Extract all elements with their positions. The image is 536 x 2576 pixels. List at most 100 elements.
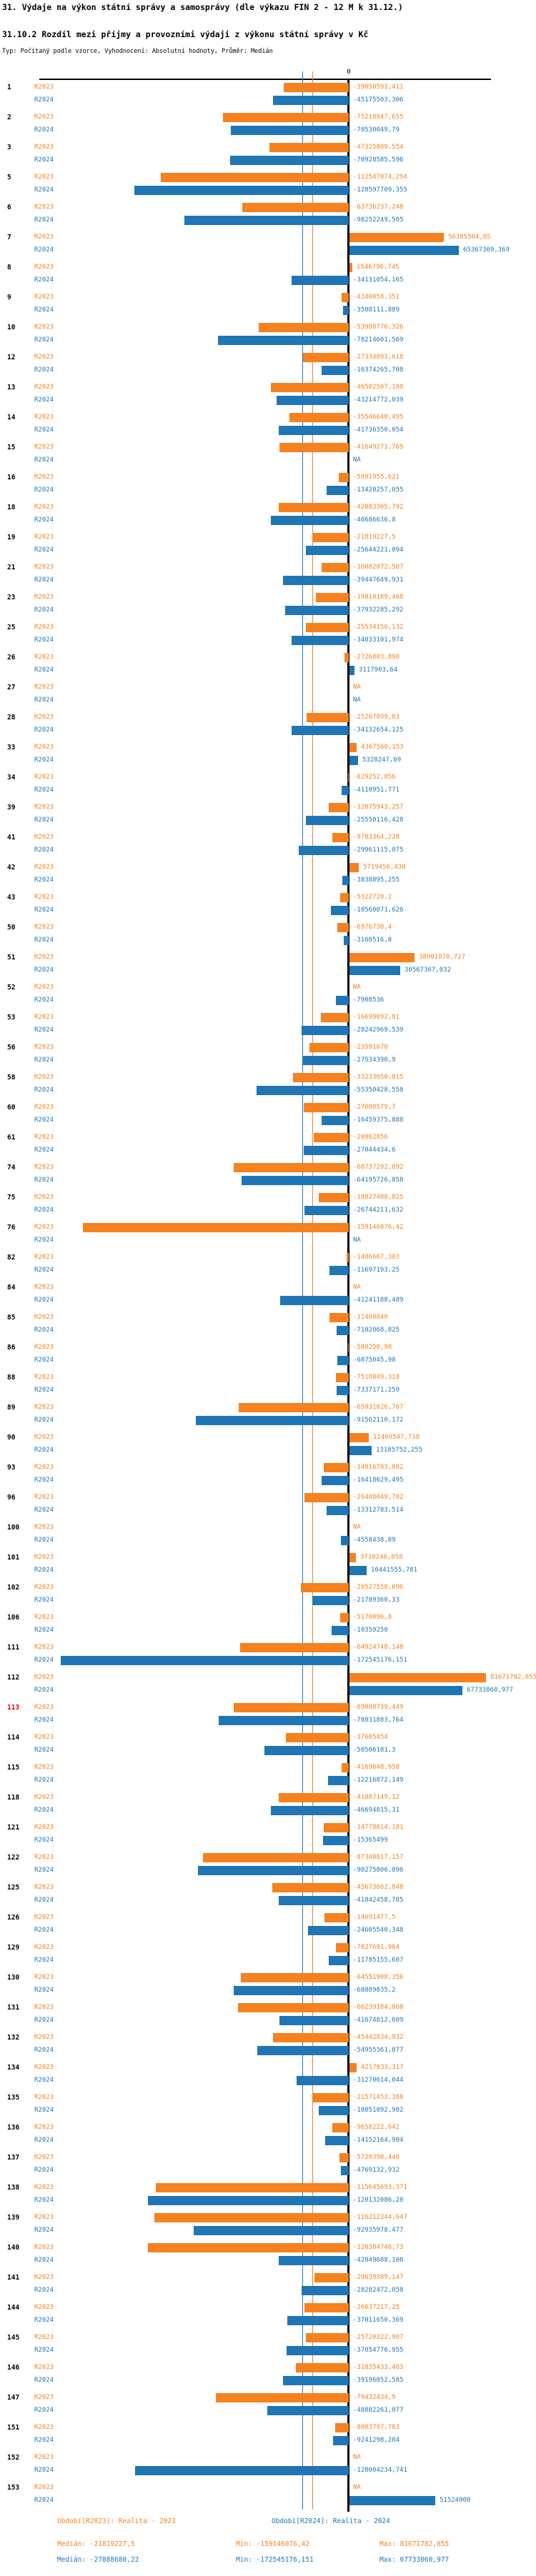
value-label-r2023: -116212344,647 xyxy=(353,2214,407,2221)
value-label-r2023: -35546640,495 xyxy=(353,414,404,421)
row-number: 125 xyxy=(7,1884,20,1892)
bar-r2024 xyxy=(322,1116,349,1125)
series-label-r2024: R2024 xyxy=(34,1597,54,1604)
bar-r2024 xyxy=(327,486,349,495)
series-label-r2024: R2024 xyxy=(34,1087,54,1094)
value-label-r2023: -7827691,964 xyxy=(353,1944,400,1951)
bar-r2023 xyxy=(322,563,349,572)
series-label-r2023: R2023 xyxy=(34,1644,54,1651)
bar-r2024 xyxy=(332,1626,349,1635)
bar-r2023 xyxy=(312,533,349,542)
value-label-r2023: -120384746,73 xyxy=(353,2244,404,2251)
row-number: 93 xyxy=(7,1464,16,1472)
value-label-r2023: -23591670 xyxy=(353,1044,388,1051)
series-label-r2023: R2023 xyxy=(34,1254,54,1261)
value-label-r2024: -45175503,306 xyxy=(353,96,404,104)
value-label-r2024: -37011650,369 xyxy=(353,2317,404,2324)
bar-r2023 xyxy=(313,2093,349,2102)
series-label-r2024: R2024 xyxy=(34,2437,54,2444)
series-label-r2024: R2024 xyxy=(34,306,54,314)
series-label-r2023: R2023 xyxy=(34,2214,54,2221)
series-label-r2023: R2023 xyxy=(34,1704,54,1711)
value-label-r2023: -580250,98 xyxy=(353,1344,392,1351)
value-label-r2023: -629252,856 xyxy=(353,774,396,781)
row-number: 85 xyxy=(7,1314,16,1322)
value-label-r2023: -8003797,783 xyxy=(353,2424,400,2431)
series-label-r2023: R2023 xyxy=(34,1014,54,1021)
bar-r2023 xyxy=(348,1343,349,1352)
series-label-r2023: R2023 xyxy=(34,2304,54,2311)
bar-r2023 xyxy=(329,803,349,812)
bar-r2023 xyxy=(148,2243,349,2252)
value-label-r2024: -11697193,25 xyxy=(353,1267,400,1274)
value-label-r2024: -27044434,6 xyxy=(353,1147,396,1154)
series-label-r2023: R2023 xyxy=(34,1944,54,1951)
bar-r2024 xyxy=(349,1566,367,1575)
value-label-r2024: -11785155,607 xyxy=(353,1957,404,1964)
row-number: 146 xyxy=(7,2364,20,2372)
row-number: 25 xyxy=(7,624,16,631)
bar-r2023 xyxy=(316,593,349,602)
value-label-r2024: 51524000 xyxy=(440,2497,471,2504)
row-number: 140 xyxy=(7,2244,20,2252)
series-label-r2024: R2024 xyxy=(34,1117,54,1124)
series-label-r2023: R2023 xyxy=(34,1224,54,1231)
bar-r2023 xyxy=(349,743,357,752)
value-label-r2024: -172545176,151 xyxy=(353,1657,407,1664)
value-label-r2024: -28242969,539 xyxy=(353,1027,404,1034)
row-number: 144 xyxy=(7,2304,20,2312)
bar-r2023 xyxy=(279,443,349,452)
value-label-r2023: -20862856 xyxy=(353,1134,388,1141)
value-label-r2023: 38901070,727 xyxy=(419,954,466,961)
row-number: 89 xyxy=(7,1404,16,1412)
value-label-r2023: -66239184,868 xyxy=(353,2004,404,2011)
series-label-r2023: R2023 xyxy=(34,774,54,781)
bar-r2023 xyxy=(241,1973,349,1982)
chart-subtitle: 31.10.2 Rozdíl mezi příjmy a provozními … xyxy=(2,29,369,39)
series-label-r2023: R2023 xyxy=(34,2334,54,2341)
series-label-r2024: R2024 xyxy=(34,1957,54,1964)
bar-r2024 xyxy=(341,1536,349,1545)
row-number: 114 xyxy=(7,1734,20,1742)
series-label-r2024: R2024 xyxy=(34,1357,54,1364)
bar-r2023 xyxy=(242,203,349,212)
series-label-r2023: R2023 xyxy=(34,2424,54,2431)
series-label-r2023: R2023 xyxy=(34,1164,54,1171)
value-label-r2023: 4217033,317 xyxy=(361,2064,404,2071)
series-label-r2024: R2024 xyxy=(34,1807,54,1814)
series-label-r2023: R2023 xyxy=(34,624,54,631)
axis-zero-label: 0 xyxy=(347,69,351,76)
series-label-r2024: R2024 xyxy=(34,456,54,464)
value-label-r2024: -68889835,2 xyxy=(353,1987,396,1994)
value-label-r2024: -7102068,825 xyxy=(353,1327,400,1334)
row-number: 100 xyxy=(7,1524,20,1532)
bar-r2023 xyxy=(319,1193,349,1202)
series-label-r2023: R2023 xyxy=(34,1194,54,1201)
value-label-r2023: NA xyxy=(353,984,361,991)
series-label-r2023: R2023 xyxy=(34,1584,54,1591)
value-label-r2023: -19810189,468 xyxy=(353,594,404,601)
series-label-r2023: R2023 xyxy=(34,144,54,151)
row-number: 23 xyxy=(7,594,16,601)
series-label-r2024: R2024 xyxy=(34,1147,54,1154)
value-label-r2023: -21819227,5 xyxy=(353,534,396,541)
value-label-r2024: -31270614,044 xyxy=(353,2077,404,2084)
value-label-r2024: -25550116,428 xyxy=(353,817,404,824)
value-label-r2023: -47325809,554 xyxy=(353,144,404,151)
bar-r2024 xyxy=(285,606,349,615)
value-label-r2024: -64195726,858 xyxy=(353,1177,404,1184)
bar-r2024 xyxy=(148,2196,349,2205)
value-label-r2024: 3117903,64 xyxy=(359,667,398,674)
value-label-r2024: -7337171,259 xyxy=(353,1387,400,1394)
series-label-r2024: R2024 xyxy=(34,2257,54,2264)
series-label-r2023: R2023 xyxy=(34,2484,54,2491)
series-label-r2024: R2024 xyxy=(34,1477,54,1484)
value-label-r2024: -18051092,982 xyxy=(353,2107,404,2114)
bar-r2024 xyxy=(271,1806,349,1815)
bar-r2023 xyxy=(303,353,349,362)
bar-r2023 xyxy=(336,1943,349,1952)
value-label-r2023: -18027488,825 xyxy=(353,1194,404,1201)
value-label-r2023: -5322720,2 xyxy=(353,894,392,901)
series-label-r2024: R2024 xyxy=(34,1447,54,1454)
